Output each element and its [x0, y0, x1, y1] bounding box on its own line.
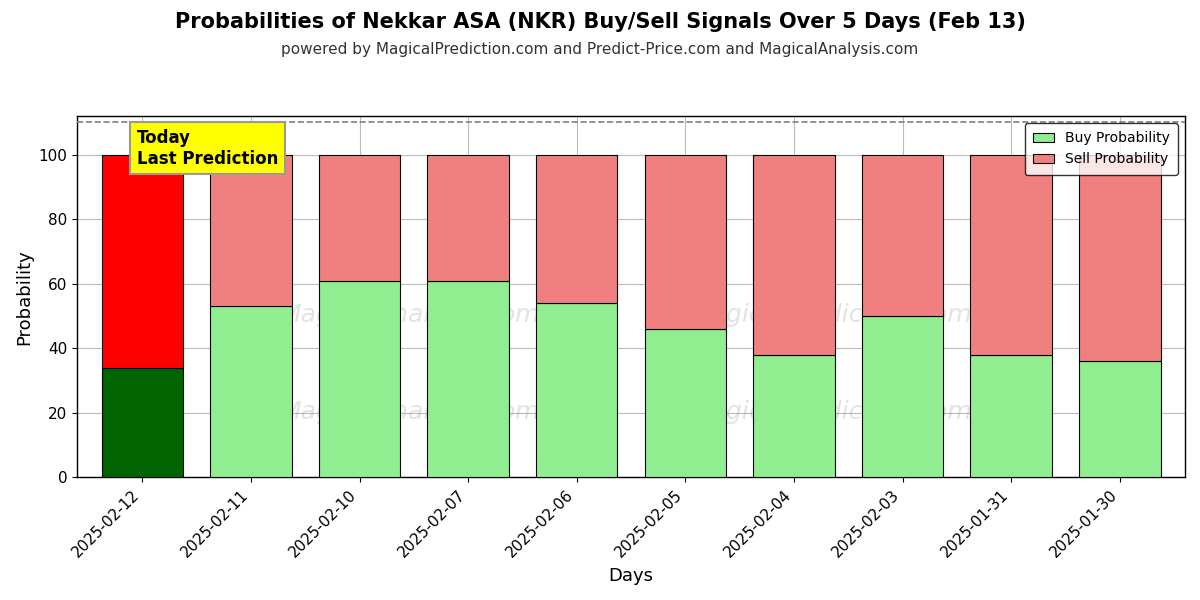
Text: MagicalAnalysis.com: MagicalAnalysis.com [280, 303, 540, 327]
Bar [971, 355, 1052, 478]
Bar [971, 155, 1052, 355]
Bar [319, 155, 401, 281]
Bar [102, 368, 184, 478]
Legend: Buy Probability, Sell Probability: Buy Probability, Sell Probability [1025, 123, 1178, 175]
Text: MagicalPrediction.com: MagicalPrediction.com [689, 303, 972, 327]
Bar [536, 155, 618, 303]
Bar [210, 155, 292, 307]
Bar [1079, 361, 1160, 478]
Bar [210, 307, 292, 478]
Text: MagicalAnalysis.com: MagicalAnalysis.com [280, 400, 540, 424]
X-axis label: Days: Days [608, 567, 654, 585]
Bar [1079, 155, 1160, 361]
Bar [754, 355, 835, 478]
Bar [862, 155, 943, 316]
Bar [427, 155, 509, 281]
Bar [754, 155, 835, 355]
Bar [102, 155, 184, 368]
Bar [536, 303, 618, 478]
Bar [862, 316, 943, 478]
Bar [319, 281, 401, 478]
Bar [427, 281, 509, 478]
Bar [644, 329, 726, 478]
Text: powered by MagicalPrediction.com and Predict-Price.com and MagicalAnalysis.com: powered by MagicalPrediction.com and Pre… [281, 42, 919, 57]
Text: MagicalPrediction.com: MagicalPrediction.com [689, 400, 972, 424]
Bar [644, 155, 726, 329]
Text: Probabilities of Nekkar ASA (NKR) Buy/Sell Signals Over 5 Days (Feb 13): Probabilities of Nekkar ASA (NKR) Buy/Se… [174, 12, 1026, 32]
Y-axis label: Probability: Probability [14, 249, 32, 344]
Text: Today
Last Prediction: Today Last Prediction [137, 129, 278, 168]
